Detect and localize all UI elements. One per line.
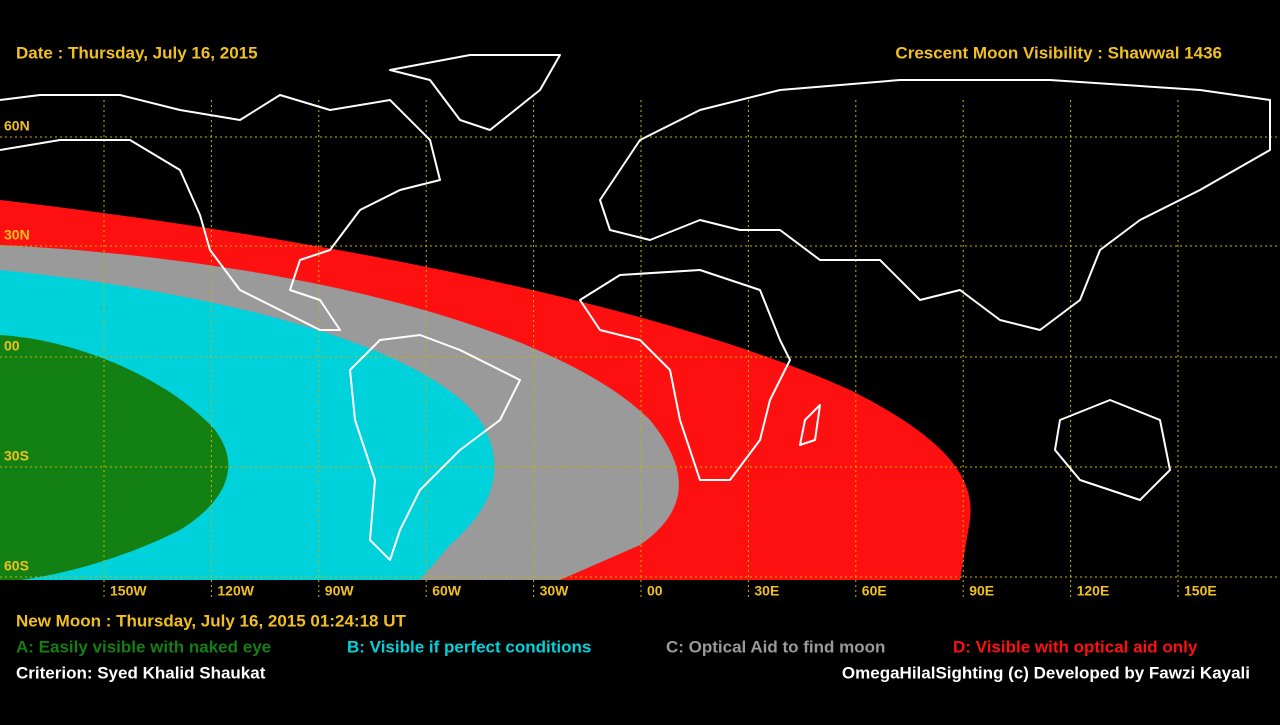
latitude-label: 30N [4,227,30,243]
greenland [389,54,561,131]
latitude-label: 60N [4,118,30,134]
criterion: Criterion: Syed Khalid Shaukat [16,663,266,682]
eurasia [599,79,1271,331]
longitude-label: 60W [432,583,462,599]
credit: OmegaHilalSighting (c) Developed by Fawz… [842,663,1250,682]
latitude-label: 00 [4,338,20,354]
longitude-label: 60E [862,583,887,599]
visibility-zones [0,200,971,580]
longitude-label: 30W [540,583,570,599]
longitude-label: 00 [647,583,663,599]
madagascar [799,404,821,446]
legend-item: C: Optical Aid to find moon [666,637,885,656]
africa [579,269,791,481]
legend-item: B: Visible if perfect conditions [347,637,591,656]
date: Date : Thursday, July 16, 2015 [16,43,258,62]
visibility-zone [0,335,229,580]
longitude-label: 150E [1184,583,1217,599]
australia [1054,399,1171,501]
legend-item: D: Visible with optical aid only [953,637,1198,656]
longitude-label: 120W [217,583,254,599]
latitude-label: 30S [4,448,29,464]
longitude-label: 90E [969,583,994,599]
north-america [0,94,441,331]
longitude-label: 150W [110,583,147,599]
legend: A: Easily visible with naked eye B: Visib… [16,637,1198,656]
south-america [349,334,521,561]
coastlines [0,54,1271,561]
legend-item: A: Easily visible with naked eye [16,637,271,656]
longitude-label: 30E [754,583,779,599]
new-moon: New Moon : Thursday, July 16, 2015 01:24… [16,611,406,630]
title: Crescent Moon Visibility : Shawwal 1436 [895,43,1222,62]
longitude-label: 90W [325,583,355,599]
latitude-label: 60S [4,558,29,574]
longitude-label: 120E [1077,583,1110,599]
graticule: 60N 30N 00 30S 60S 150W 120W 90W 60W 30W 00 30E 60E 9… [0,100,1280,600]
